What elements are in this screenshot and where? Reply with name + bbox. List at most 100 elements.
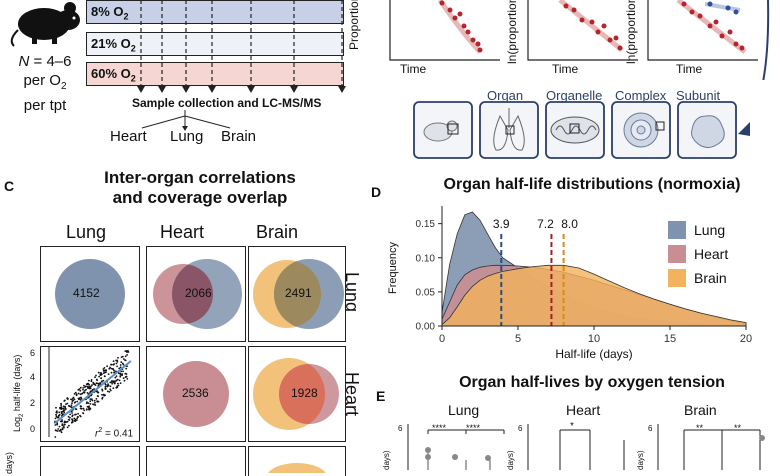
scatter-point [100,377,102,380]
scatter-point [105,371,107,373]
scatter-point [71,420,74,422]
scatter-point [90,379,93,381]
cell-heart-lung-scatter: r2 = 0.41 [40,346,140,442]
scatter-point [66,402,69,405]
scatter-point [64,406,67,409]
scatter-point [92,381,95,384]
level-subunit-label: Subunit [676,88,721,103]
count-lung-brain: 2491 [285,286,312,300]
scatter-point [104,375,106,378]
scatter-point [120,361,123,364]
scatter-point [74,391,77,394]
level-organelle-label: Organelle [546,88,603,103]
scatter-point [97,371,100,374]
scatter-point [80,405,83,408]
scatter-point [58,411,61,414]
scatter-point [101,389,104,392]
scatter-point [89,400,92,403]
count-heart: 2536 [182,386,209,400]
scatter-point [112,360,115,363]
scatter-point [61,423,64,425]
scatter-tick-2: 2 [30,398,36,408]
scatter-point [102,368,105,370]
median-label-lung: 3.9 [493,217,510,231]
scatter-point [82,387,84,389]
legend-item-brain: Brain [668,266,728,290]
scatter-point [69,413,71,416]
scatter-point [96,378,98,381]
hierarchy-tiles [413,101,737,159]
scatter-point [102,379,105,382]
scatter-point [89,407,92,410]
scatter-point [59,406,61,409]
scatter-point [119,382,122,385]
scatter-point [71,402,73,404]
scatter-point [106,384,109,387]
scatter-point [75,419,78,422]
panel-b: Proportion Time ln(proportion) Time ln(p… [347,0,780,165]
scatter-point [85,402,88,405]
scatter-point [120,370,123,373]
scatter-r2: r2 = 0.41 [95,427,134,440]
scatter-point [104,394,106,397]
y-tick-label: 0.00 [416,322,436,333]
scatter-point [61,424,64,427]
scatter-point [73,393,76,395]
scatter-point [94,401,96,404]
scatter-point [126,354,128,356]
row-8-o2: 8% O2 [86,0,344,24]
scatter-point [83,409,86,412]
scatter-point [71,412,73,414]
scatter-point [85,383,88,386]
scatter-point [73,398,76,401]
scatter-point [64,423,66,426]
scatter-point [79,415,82,418]
scatter-point [71,418,73,420]
scatter-point [82,388,84,391]
level-complex-label: Complex [615,88,667,103]
scatter-point [74,420,77,423]
scatter-point [61,419,63,421]
scatter-point [123,379,126,382]
density-area-brain [441,264,747,327]
e-sig-lung-2: **** [466,423,481,433]
scatter-point [74,401,77,403]
x-tick-label: 10 [588,333,600,345]
scatter-point [95,398,98,400]
scatter-point [56,423,58,426]
scatter-point [75,408,78,411]
scatter-point [92,403,94,406]
scatter-point [70,406,73,409]
scatter-point [68,424,70,427]
panel-a: N = 4–6 per O2 per tpt 8% O2 21% O2 60% … [0,0,360,160]
scatter-point [94,376,96,379]
scatter-point [112,368,115,371]
col-header-lung: Lung [66,222,107,242]
scatter-point [79,386,82,389]
scatter-point [124,359,127,362]
scatter-point [122,377,125,380]
plot1-xlabel: Time [400,62,427,76]
scatter-point [115,386,118,389]
density-chart: 3.9 7.2 8.0 0 5 10 15 20 0.00 0.05 0.10 0.15 Half-l… [387,206,752,361]
bottom-ylabel: days) [4,451,14,474]
row-60-o2: 60% O2 [86,62,344,86]
scatter-point [110,363,113,366]
scatter-point [61,407,64,410]
scatter-point [80,397,83,400]
panel-d-title: Organ half-life distributions (normoxia) [443,176,741,193]
scatter-point [66,397,69,399]
scatter-point [124,372,127,375]
y-tick-label: 0.05 [416,287,436,298]
cell-lung-lung: 4152 [40,246,140,342]
scatter-point [99,372,102,374]
scatter-point [93,399,96,402]
y-axis-label: Frequency [387,242,399,294]
scatter-point [61,428,64,431]
scatter-point [60,431,63,434]
scatter-point [55,415,58,418]
panel-e-title: Organ half-lives by oxygen tension [459,374,725,391]
scatter-point [61,427,64,429]
scatter-point [77,412,79,415]
scatter-point [106,390,109,393]
